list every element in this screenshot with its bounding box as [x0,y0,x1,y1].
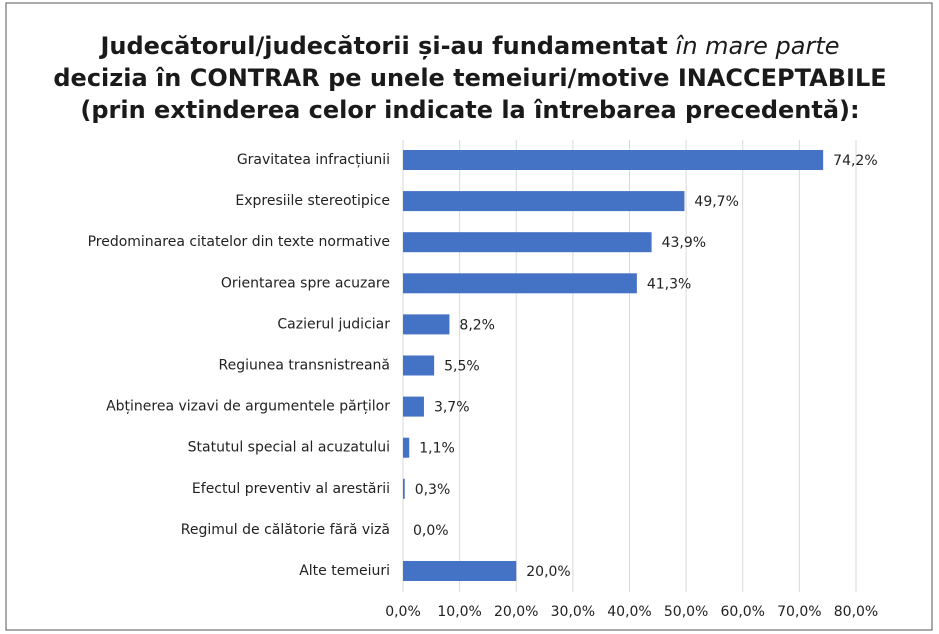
title-part: Judecătorul/judecătorii și-au fundamenta… [98,32,667,60]
chart-title: (prin extinderea celor indicate la între… [80,96,859,124]
bar [403,478,405,499]
data-label: 43,9% [662,235,706,251]
chart-title: decizia în CONTRAR pe unele temeiuri/mot… [53,64,886,92]
x-tick-label: 10,0% [437,604,481,620]
x-tick-label: 30,0% [551,604,595,620]
x-tick-label: 50,0% [664,604,708,620]
y-tick-label: Regiunea transnistreană [218,358,390,374]
x-tick-label: 0,0% [385,604,421,620]
y-tick-label: Cazierul judiciar [277,316,390,332]
data-label: 5,5% [444,359,480,375]
y-tick-label: Gravitatea infracțiunii [237,152,390,168]
data-label: 3,7% [434,400,470,416]
bar [403,191,685,212]
data-label: 8,2% [459,317,495,333]
bar [403,273,637,294]
bar [403,355,435,376]
data-label: 1,1% [419,441,455,457]
y-tick-label: Expresiile stereotipice [235,193,390,209]
bar [403,396,424,417]
title-part: decizia în CONTRAR pe unele temeiuri/mot… [53,64,886,92]
x-tick-label: 70,0% [777,604,821,620]
bar [403,437,410,458]
data-label: 49,7% [694,194,738,210]
x-tick-label: 60,0% [721,604,765,620]
bar [403,150,824,170]
y-tick-label: Efectul preventiv al arestării [192,481,390,497]
x-tick-label: 80,0% [834,604,878,620]
data-label: 0,3% [415,482,451,498]
data-label: 41,3% [647,276,691,292]
y-tick-label: Alte temeiuri [299,563,390,579]
y-tick-label: Abținerea vizavi de argumentele părților [106,399,390,415]
y-tick-label: Predominarea citatelor din texte normati… [88,234,390,250]
y-tick-label: Orientarea spre acuzare [221,275,390,291]
y-tick-label: Regimul de călătorie fără viză [181,522,390,538]
data-label: 0,0% [413,523,449,539]
frame [5,2,933,631]
title-part: (prin extinderea celor indicate la între… [80,96,859,124]
bar [403,314,450,335]
bar [403,232,652,253]
data-label: 74,2% [833,153,877,169]
x-tick-label: 40,0% [607,604,651,620]
chart-title: Judecătorul/judecătorii și-au fundamenta… [98,32,839,60]
x-tick-label: 20,0% [494,604,538,620]
title-part: în mare parte [676,32,840,60]
y-tick-label: Statutul special al acuzatului [188,440,390,456]
data-label: 20,0% [526,564,570,580]
bar [403,561,517,581]
